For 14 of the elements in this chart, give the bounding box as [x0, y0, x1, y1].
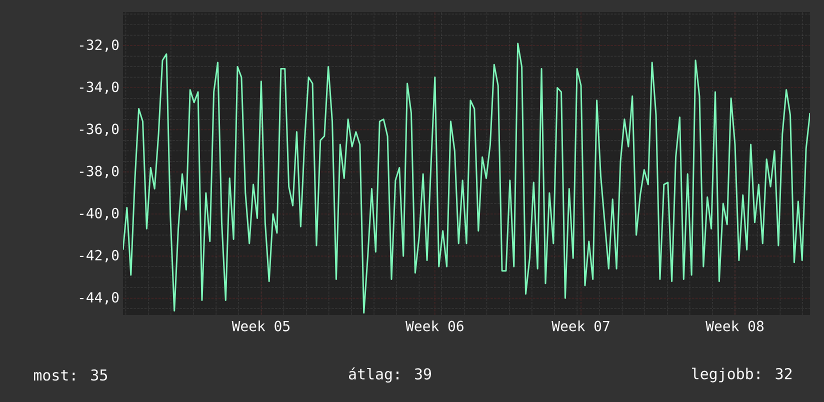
text: most: 35: [34, 369, 107, 381]
y-tick-label: -38,0: [80, 166, 119, 178]
x-tick-label: Week 06: [406, 320, 464, 332]
y-tick-label: -34,0: [80, 82, 119, 94]
y-tick-label: -42,0: [80, 250, 119, 262]
text: legjobb: 32: [692, 368, 792, 382]
x-tick-label: Week 08: [706, 320, 764, 332]
x-tick-label: Week 05: [232, 320, 290, 332]
y-tick-label: -40,0: [80, 208, 119, 220]
x-tick-label: Week 07: [552, 320, 610, 332]
text: átlag: 39: [348, 367, 431, 383]
y-tick-label: -36,0: [80, 124, 119, 136]
y-tick-label: -32,0: [80, 40, 119, 52]
y-tick-label: -44,0: [80, 292, 119, 304]
